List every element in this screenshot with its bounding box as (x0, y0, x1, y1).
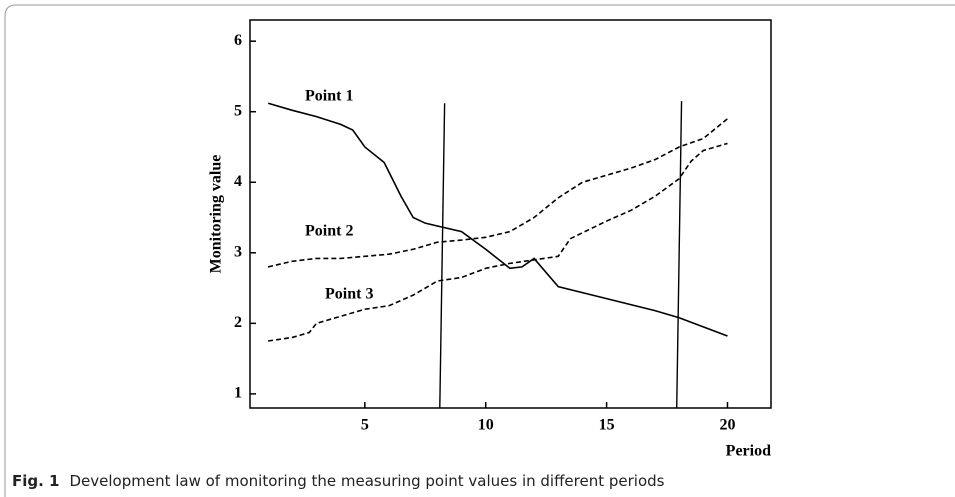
y-tick-label: 5 (234, 102, 242, 119)
y-tick-label: 1 (234, 385, 242, 402)
series-line (267, 118, 728, 268)
series-line (267, 102, 728, 337)
x-tick-label: 5 (361, 417, 369, 434)
period-divider (439, 103, 446, 409)
x-tick-label: 15 (599, 417, 615, 434)
series-label: Point 3 (325, 286, 373, 303)
caption: Fig. 1 Development law of monitoring the … (12, 472, 665, 490)
x-tick-label: 20 (719, 417, 735, 434)
period-divider (676, 101, 683, 409)
y-tick-label: 4 (234, 173, 242, 190)
y-tick-label: 2 (234, 314, 242, 331)
x-axis-label: Period (726, 443, 771, 460)
y-tick-label: 3 (234, 243, 242, 260)
y-tick-label: 6 (234, 32, 242, 49)
series-label: Point 2 (305, 223, 353, 240)
y-axis-label: Monitoring value (208, 155, 225, 274)
plot-frame (249, 19, 772, 409)
series-line (268, 142, 728, 342)
plot: 1 2 3 4 5 6 5 10 15 20 Point 1 Point 2 Point 3 (234, 32, 735, 434)
caption-label: Fig. 1 (12, 472, 59, 490)
x-tick-label: 10 (478, 417, 494, 434)
figure-border (4, 4, 955, 497)
series-label: Point 1 (305, 88, 353, 105)
caption-text: Development law of monitoring the measur… (69, 472, 664, 490)
